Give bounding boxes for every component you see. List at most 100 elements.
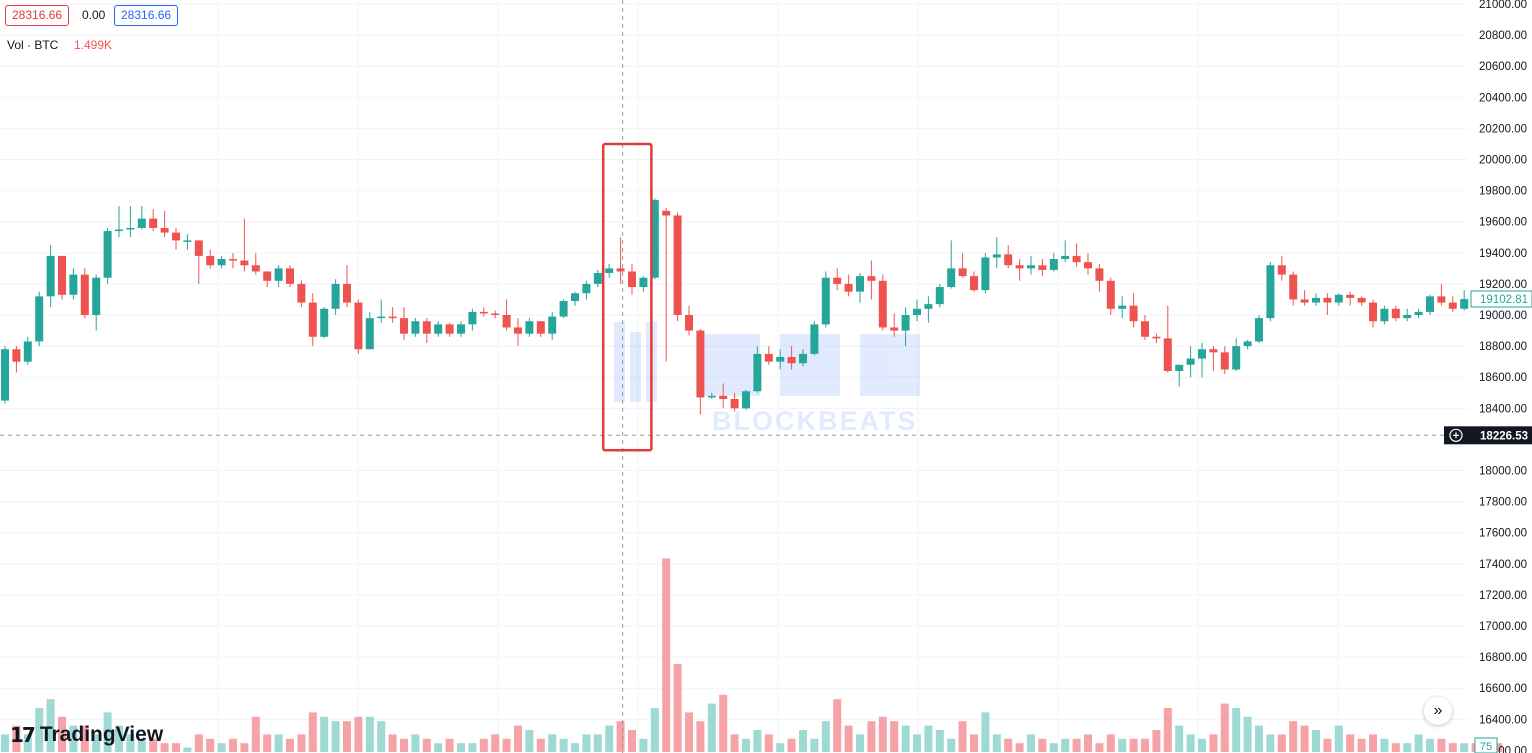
volume-bar <box>103 712 112 752</box>
candle-body <box>730 398 739 409</box>
candle <box>730 392 739 412</box>
candle-body <box>320 308 329 337</box>
candle <box>890 313 899 337</box>
price-axis-tick-label: 16800.00 <box>1479 652 1527 664</box>
candle-body <box>58 255 66 295</box>
price-tags: 19102.81 18226.53 75 <box>1444 290 1532 753</box>
tradingview-logo[interactable]: 17 TradingView <box>10 722 163 748</box>
volume-bar <box>160 743 169 752</box>
candle <box>457 321 465 337</box>
candle <box>251 252 260 275</box>
candle <box>548 311 557 340</box>
candle <box>1369 299 1377 328</box>
volume-bar <box>662 558 671 752</box>
volume-bar <box>12 725 21 752</box>
candle <box>1 346 9 404</box>
candle-body <box>1186 358 1195 365</box>
price-axis-tick-label: 20400.00 <box>1479 92 1527 104</box>
price-axis-tick-label: 16400.00 <box>1479 714 1527 726</box>
volume-bar <box>810 738 819 752</box>
candle <box>365 311 374 350</box>
blockbeats-logo-icon <box>614 322 920 402</box>
candle-body <box>935 287 944 305</box>
candle <box>776 349 785 370</box>
candle-body <box>673 215 682 316</box>
watermark: BLOCKBEATS <box>614 322 920 436</box>
volume-bar <box>958 721 967 752</box>
volume-bar <box>1072 738 1081 752</box>
candle <box>787 346 796 370</box>
candle <box>422 318 431 344</box>
volume-bar <box>502 738 511 752</box>
candle-body <box>23 341 32 362</box>
candle <box>320 307 329 339</box>
candle-body <box>707 395 716 398</box>
volume-bar <box>1084 734 1092 752</box>
candle <box>1049 252 1058 272</box>
volume-bar <box>58 716 66 752</box>
price-axis-tick-label: 19400.00 <box>1479 248 1527 260</box>
candle-body <box>890 327 899 331</box>
volume-indicator-label[interactable]: Vol · BTC <box>7 38 59 52</box>
volume-bar <box>365 716 374 752</box>
volume-bar <box>1266 734 1275 752</box>
volume-bar <box>1061 738 1070 752</box>
volume-bar <box>856 734 864 752</box>
candle-body <box>137 218 146 228</box>
volume-bar <box>890 721 899 752</box>
candle-body <box>400 318 408 334</box>
volume-bar <box>707 703 716 752</box>
candle-body <box>1300 299 1309 303</box>
volume-bar <box>685 712 693 752</box>
candle-body <box>103 231 112 278</box>
candle <box>525 318 534 337</box>
candle <box>126 206 135 238</box>
candle-body <box>1152 336 1161 339</box>
volume-bar <box>1391 743 1400 752</box>
candle <box>958 252 967 278</box>
candle-body <box>1198 349 1206 359</box>
candle <box>1220 346 1229 375</box>
candle <box>160 210 169 238</box>
volume-bar <box>194 734 203 752</box>
price-axis-tick-label: 20000.00 <box>1479 155 1527 167</box>
candle-body <box>981 257 990 291</box>
candle-body <box>1460 299 1469 309</box>
candle-body <box>468 311 477 325</box>
volume-bar <box>1334 725 1343 752</box>
volume-bar <box>1220 703 1229 752</box>
volume-bar <box>35 708 44 752</box>
candle <box>1084 252 1092 275</box>
volume-bar <box>924 725 933 752</box>
candle <box>297 280 306 308</box>
candle <box>194 240 203 284</box>
candle <box>1403 308 1412 322</box>
highlight-rectangle <box>601 142 653 452</box>
scroll-to-realtime-button[interactable]: » <box>1424 697 1452 725</box>
candle-body <box>343 283 351 303</box>
volume-bar <box>23 734 32 752</box>
candle-body <box>1403 315 1412 319</box>
candle <box>707 392 716 399</box>
candle-body <box>1334 294 1343 303</box>
candle <box>1334 293 1343 306</box>
volume-bar <box>263 734 272 752</box>
candle-body <box>1243 341 1252 347</box>
crosshair-price-label: 18226.53 <box>1480 430 1528 442</box>
volume-bar <box>274 734 283 752</box>
candle-body <box>536 321 545 334</box>
price-axis-tick-label: 16200.00 <box>1479 745 1527 753</box>
volume-bar <box>1312 730 1320 752</box>
candle <box>1175 364 1184 387</box>
candle <box>411 318 420 337</box>
candle-body <box>1369 302 1377 322</box>
volume-bar <box>901 725 910 752</box>
volume-bar <box>1289 721 1298 752</box>
candle <box>229 252 237 269</box>
candle-body <box>593 273 602 284</box>
candle-body <box>992 254 1001 258</box>
candle <box>479 307 488 317</box>
price-axis[interactable]: 21000.00 20800.00 20600.00 20400.00 20200.00… <box>1479 0 1527 753</box>
candle <box>1312 293 1320 306</box>
